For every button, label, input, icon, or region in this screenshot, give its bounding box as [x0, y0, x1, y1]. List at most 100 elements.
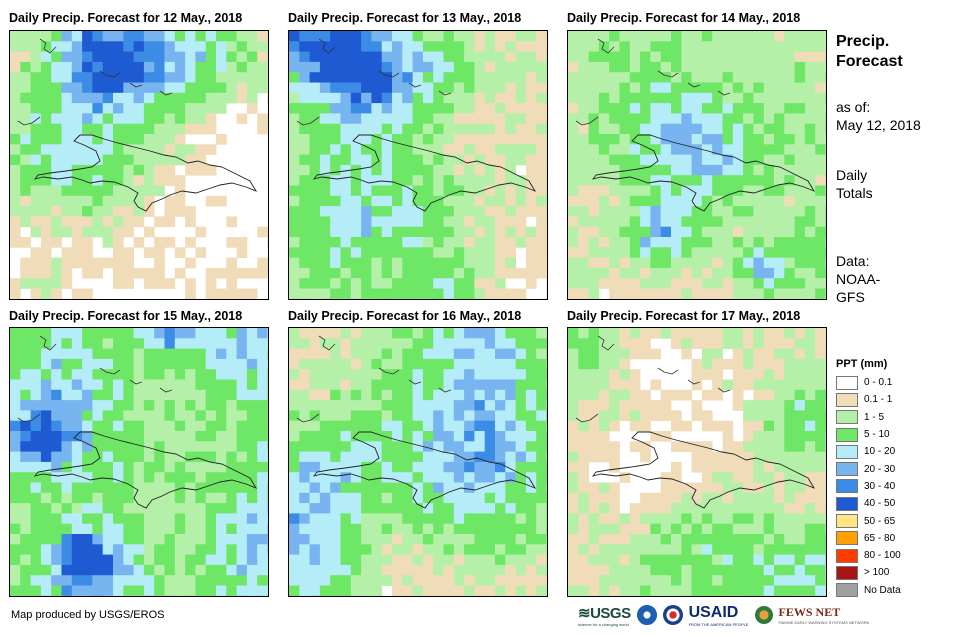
legend-item: 10 - 20 — [836, 443, 901, 460]
precip-cell — [629, 123, 641, 135]
precip-cell — [671, 328, 682, 339]
precip-cell — [309, 534, 321, 545]
precip-cell — [495, 338, 506, 349]
precip-cell — [422, 92, 434, 104]
precip-cell — [598, 103, 610, 114]
precip-cell — [195, 92, 207, 104]
precip-cell — [453, 451, 465, 463]
precip-cell — [61, 185, 73, 197]
precip-cell — [143, 534, 155, 545]
precip-cell — [598, 348, 610, 360]
precip-cell — [671, 185, 682, 197]
precip-cell — [51, 257, 62, 269]
precip-cell — [525, 564, 537, 576]
precip-cell — [236, 492, 248, 504]
precip-cell — [361, 82, 372, 94]
precip-cell — [753, 492, 765, 504]
precip-cell — [619, 400, 631, 411]
precip-cell — [691, 379, 703, 391]
precip-cell — [381, 534, 393, 545]
precip-cell — [433, 288, 444, 299]
precip-cell — [619, 288, 631, 299]
precip-cell — [815, 461, 826, 473]
precip-cell — [71, 482, 83, 494]
precip-cell — [588, 288, 600, 299]
precip-cell — [330, 267, 341, 279]
precip-cell — [712, 544, 723, 555]
precip-cell — [743, 288, 754, 299]
precip-cell — [712, 492, 723, 504]
precip-cell — [164, 461, 176, 473]
precip-cell — [82, 441, 93, 452]
precip-cell — [30, 185, 42, 197]
precip-cell — [113, 278, 124, 289]
precip-cell — [309, 206, 321, 217]
precip-cell — [495, 278, 506, 289]
precip-cell — [753, 513, 765, 525]
precip-cell — [701, 338, 713, 349]
precip-cell — [743, 513, 754, 525]
precip-cell — [289, 123, 300, 135]
precip-cell — [825, 164, 826, 176]
precip-cell — [289, 92, 300, 104]
precip-cell — [133, 185, 145, 197]
precip-cell — [701, 410, 713, 422]
precip-cell — [629, 338, 641, 349]
precip-cell — [226, 216, 237, 228]
precip-cell — [712, 513, 723, 525]
precip-cell — [598, 72, 610, 83]
precip-cell — [515, 72, 527, 83]
precip-cell — [154, 144, 165, 155]
precip-cell — [474, 164, 486, 176]
as-of-date: May 12, 2018 — [836, 117, 921, 133]
precip-cell — [743, 441, 754, 452]
precip-cell — [164, 82, 176, 94]
precip-cell — [804, 503, 816, 514]
precip-cell — [784, 195, 795, 207]
precip-cell — [71, 206, 83, 217]
precip-cell — [164, 41, 176, 52]
precip-cell — [578, 492, 589, 504]
precip-cell — [474, 523, 486, 535]
precip-cell — [422, 288, 434, 299]
precip-cell — [546, 288, 547, 299]
precip-cell — [185, 72, 196, 83]
precip-cell — [361, 103, 372, 114]
precip-cell — [640, 103, 651, 114]
precip-cell — [598, 441, 610, 452]
precip-cell — [40, 328, 52, 339]
precip-cell — [598, 358, 610, 370]
precip-cell — [164, 534, 176, 545]
precip-cell — [246, 461, 258, 473]
precip-cell — [92, 420, 104, 432]
precip-cell — [164, 544, 176, 555]
precip-cell — [671, 237, 682, 248]
precip-cell — [815, 226, 826, 238]
precip-cell — [640, 410, 651, 422]
precip-cell — [825, 503, 826, 514]
data-source-block: Data: NOAA- GFS — [836, 252, 880, 306]
precip-cell — [474, 144, 486, 155]
precip-cell — [691, 195, 703, 207]
precip-cell — [299, 358, 310, 370]
precip-cell — [753, 216, 765, 228]
precip-cell — [113, 441, 124, 452]
precip-cell — [71, 237, 83, 248]
precip-cell — [40, 144, 52, 155]
island-outline — [657, 367, 679, 375]
precip-cell — [525, 206, 537, 217]
precip-cell — [40, 278, 52, 289]
precip-cell — [515, 82, 527, 94]
precip-cell — [525, 492, 537, 504]
precip-cell — [174, 492, 186, 504]
precip-cell — [10, 154, 21, 166]
precip-cell — [309, 441, 321, 452]
precip-cell — [20, 31, 31, 42]
precip-cell — [660, 585, 672, 596]
precip-cell — [691, 461, 703, 473]
precip-cell — [102, 185, 114, 197]
precip-cell — [588, 175, 600, 186]
legend-item: 50 - 65 — [836, 512, 901, 529]
precip-cell — [185, 257, 196, 269]
precip-cell — [61, 451, 73, 463]
